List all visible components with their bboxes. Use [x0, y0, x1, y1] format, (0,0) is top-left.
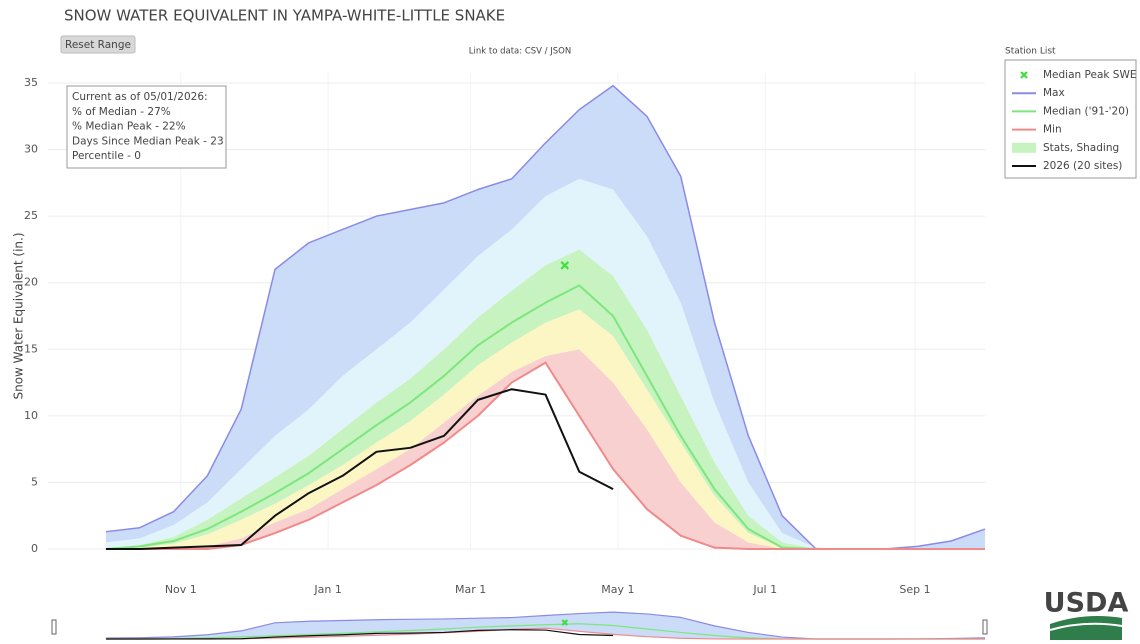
- legend: Median Peak SWE Max Median ('91-'20) Min Sta…: [1012, 69, 1136, 172]
- reset-button[interactable]: [60, 35, 136, 54]
- logo-swoosh: [1050, 616, 1122, 640]
- legend-marker: [1020, 71, 1028, 79]
- logo-text: USDA: [1044, 588, 1129, 619]
- legend-label: Min: [1043, 124, 1062, 136]
- legend-label: Median ('91-'20): [1043, 105, 1129, 117]
- x-tick-label: Jan 1: [313, 583, 341, 596]
- peak-marker: [560, 261, 570, 270]
- annotation-box: [66, 85, 227, 169]
- y-tick-label: 10: [24, 409, 38, 422]
- legend-label: Median Peak SWE: [1043, 69, 1136, 81]
- logo-stripe: [1049, 622, 1123, 631]
- legend-label: Stats, Shading: [1043, 142, 1119, 154]
- y-tick-label: 35: [24, 76, 38, 89]
- stat-band: [105, 178, 986, 549]
- data-link[interactable]: Link to data: CSV / JSON: [469, 47, 571, 57]
- range-selector[interactable]: [51, 611, 988, 640]
- range-handle[interactable]: [51, 619, 57, 635]
- logo: USDA: [1044, 588, 1129, 640]
- reset-button-label[interactable]: Reset Range: [65, 39, 131, 51]
- series-line: [105, 388, 614, 550]
- chart-title: SNOW WATER EQUIVALENT IN YAMPA-WHITE-LIT…: [64, 7, 505, 25]
- x-tick-label: Mar 1: [455, 583, 486, 596]
- stat-band: [105, 249, 986, 549]
- y-tick-label: 30: [24, 143, 38, 156]
- legend-swatch: [1012, 142, 1036, 153]
- plot-area: 0 5 10 15 20 25 30 35 Nov 1 Jan 1 Mar 1 May 1 Jul 1 S…: [24, 73, 986, 596]
- legend-label: 2026 (20 sites): [1043, 160, 1122, 172]
- y-tick-label: 5: [31, 475, 38, 488]
- max-band: [105, 612, 986, 639]
- annotation-line: Current as of 05/01/2026:: [72, 91, 208, 103]
- x-tick-label: Nov 1: [165, 583, 197, 596]
- x-tick-label: Jul 1: [752, 583, 777, 596]
- y-tick-label: 25: [24, 209, 38, 222]
- x-tick-label: Sep 1: [899, 583, 930, 596]
- mini-series-line: [105, 629, 614, 640]
- y-tick-label: 0: [31, 542, 38, 555]
- legend-label: Max: [1043, 87, 1065, 99]
- y-tick-label: 15: [24, 342, 38, 355]
- max-band: [105, 85, 986, 550]
- stat-band: [105, 309, 986, 549]
- annotation-line: % of Median - 27%: [72, 106, 171, 118]
- series-line: [105, 361, 985, 550]
- mini-peak-marker: [561, 619, 569, 626]
- y-axis-label: Snow Water Equivalent (in.): [12, 232, 26, 399]
- legend-box: [1004, 59, 1137, 179]
- annotation-line: Percentile - 0: [72, 150, 141, 162]
- y-tick-label: 20: [24, 276, 38, 289]
- annotation: Current as of 05/01/2026: % of Median - 2…: [72, 91, 224, 162]
- annotation-line: Days Since Median Peak - 23: [72, 135, 224, 147]
- annotation-line: % Median Peak - 22%: [72, 121, 186, 133]
- x-tick-label: May 1: [601, 583, 634, 596]
- station-list-label[interactable]: Station List: [1005, 47, 1056, 57]
- range-handle[interactable]: [982, 619, 988, 635]
